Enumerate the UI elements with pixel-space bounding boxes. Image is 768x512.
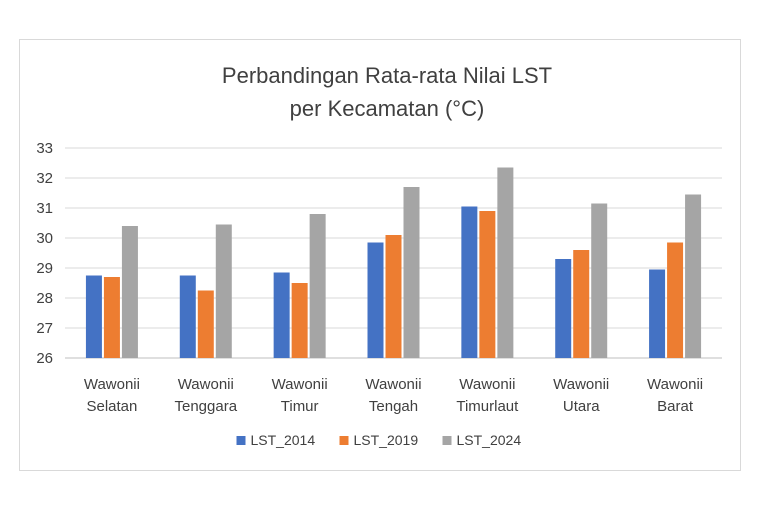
legend-label: LST_2024 [457,432,522,448]
bar-lst-2014 [555,259,572,358]
x-tick-label: Barat [657,398,694,415]
legend-swatch [442,436,452,445]
bar-lst-2014 [461,206,478,358]
bar-lst-2019 [667,242,684,358]
bar-lst-2019 [291,283,308,358]
x-tick-label: Tengah [369,398,418,415]
x-tick-label: Wawonii [365,376,421,393]
y-axis-ticks: 26 27 28 29 30 31 32 33 [36,140,53,367]
bar-lst-2014 [367,242,384,358]
y-tick-label: 26 [36,350,53,367]
bar-lst-2019 [479,211,496,358]
legend: LST_2014 LST_2019 LST_2024 [236,432,522,448]
bar-lst-2014 [85,275,102,358]
bars [85,167,702,358]
bar-lst-2019 [573,250,590,358]
x-tick-label: Wawonii [553,376,609,393]
x-tick-label: Tenggara [175,398,238,415]
x-tick-label: Selatan [86,398,137,415]
y-tick-label: 33 [36,140,53,157]
x-tick-label: Wawonii [178,376,234,393]
legend-label: LST_2019 [354,432,419,448]
bar-lst-2019 [385,235,402,358]
chart-title-line-2: per Kecamatan (°C) [290,96,485,121]
y-tick-label: 28 [36,290,53,307]
y-tick-label: 29 [36,260,53,277]
bar-lst-2024 [685,194,702,358]
y-tick-label: 27 [36,320,53,337]
x-tick-label: Wawonii [84,376,140,393]
bar-lst-2014 [649,269,666,358]
chart-title-line-1: Perbandingan Rata-rata Nilai LST [222,63,552,88]
legend-swatch [339,436,349,445]
bar-lst-2014 [179,275,196,358]
bar-lst-2024 [309,214,326,358]
x-axis-ticks: Wawonii Selatan Wawonii Tenggara Wawonii Timu… [84,376,703,415]
y-tick-label: 31 [36,200,53,217]
bar-lst-2019 [103,277,120,358]
bar-lst-2024 [497,167,514,358]
x-tick-label: Timur [281,398,319,415]
x-tick-label: Wawonii [272,376,328,393]
x-tick-label: Timurlaut [456,398,519,415]
legend-swatch [236,436,246,445]
x-tick-label: Wawonii [647,376,703,393]
bar-lst-2024 [403,187,420,358]
chart-svg: Perbandingan Rata-rata Nilai LST per Kec… [36,63,722,448]
x-tick-label: Utara [563,398,600,415]
bar-lst-2024 [591,203,608,358]
x-tick-label: Wawonii [459,376,515,393]
legend-label: LST_2014 [251,432,316,448]
bar-lst-2024 [215,224,232,358]
bar-lst-2024 [121,226,138,358]
chart-frame: Perbandingan Rata-rata Nilai LST per Kec… [19,39,741,471]
bar-lst-2019 [197,290,214,358]
y-tick-label: 32 [36,170,53,187]
y-tick-label: 30 [36,230,53,247]
bar-lst-2014 [273,272,290,358]
